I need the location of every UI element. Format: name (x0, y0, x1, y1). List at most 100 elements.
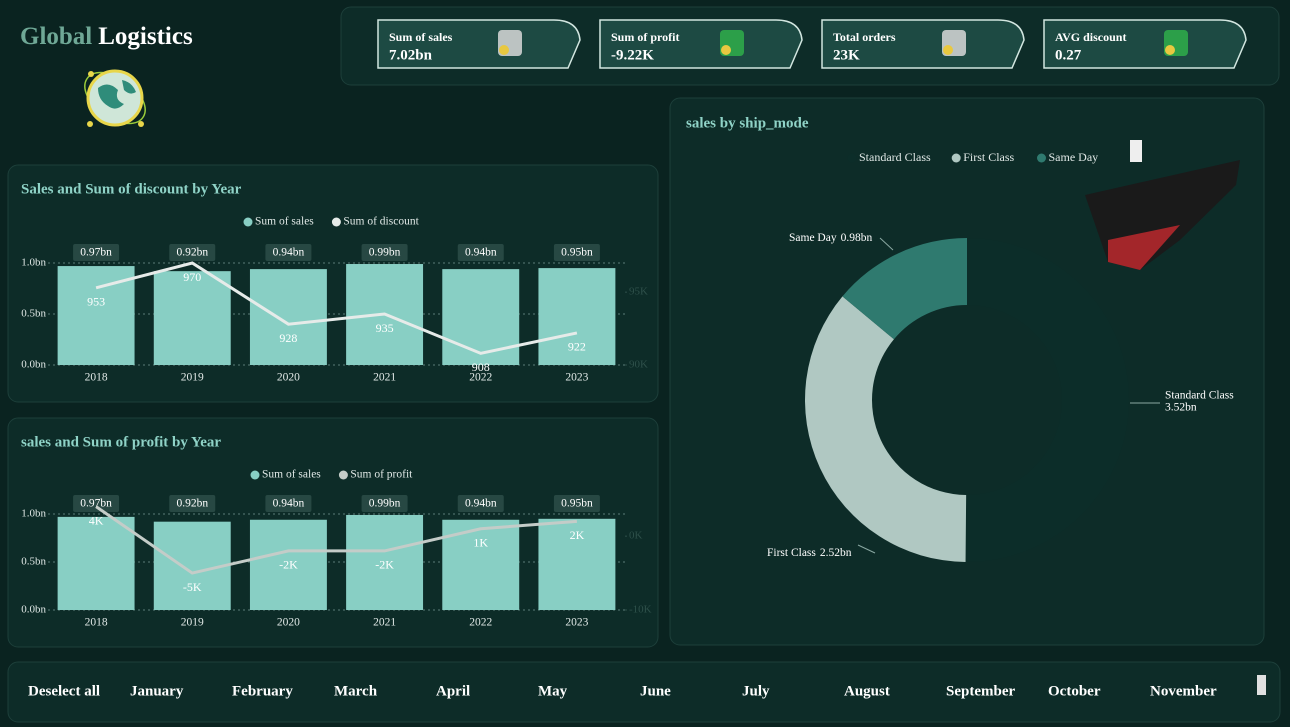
slicer-item[interactable]: Deselect all (28, 683, 100, 699)
line-data-label: 970 (183, 270, 201, 284)
line-data-label: 908 (472, 360, 490, 374)
x-tick-label: 2022 (469, 372, 492, 384)
data-label-box (361, 244, 408, 261)
slicer-item[interactable]: March (334, 683, 378, 699)
bar (538, 268, 616, 365)
slicer-item[interactable]: September (946, 683, 1015, 699)
data-label-box (553, 495, 600, 512)
legend-label: Sum of profit (350, 469, 413, 481)
legend-label: First Class (963, 150, 1014, 164)
legend-swatch (847, 153, 857, 163)
chart-title: sales and Sum of profit by Year (21, 434, 221, 450)
bar (442, 269, 520, 365)
month-slicer: Deselect all January February March April May… (28, 683, 1217, 699)
slicer-item[interactable]: May (538, 683, 568, 699)
data-label: 0.94bn (273, 247, 305, 259)
slice-category: Standard Class (1165, 390, 1234, 402)
slice-value: 0.98bn (841, 232, 873, 244)
data-label-box (553, 244, 600, 261)
slicer-item[interactable]: August (844, 683, 890, 699)
kpi-icon (721, 45, 731, 55)
data-label: 0.99bn (369, 247, 401, 259)
line-data-label: 1K (473, 536, 488, 550)
data-label: 0.97bn (80, 247, 112, 259)
chart-title: Sales and Sum of discount by Year (21, 181, 242, 197)
slice-category: First Class (767, 547, 816, 559)
line-data-label: 2K (570, 528, 585, 542)
slicer-item[interactable]: April (436, 683, 470, 699)
slicer-item[interactable]: November (1150, 683, 1217, 699)
line-data-label: 935 (376, 321, 394, 335)
slice-label: First Class 2.52bn (767, 547, 852, 559)
data-label: 0.99bn (369, 498, 401, 510)
x-tick-label: 2020 (277, 617, 300, 629)
x-tick-label: 2020 (277, 372, 300, 384)
slice-label: Same Day 0.98bn (789, 232, 872, 244)
legend-swatch (951, 153, 961, 163)
legend-swatch (250, 470, 260, 480)
donut-slice (842, 238, 967, 340)
y-tick-label: 0.0bn (21, 359, 46, 371)
leader-line (857, 544, 876, 554)
donut-slice (805, 296, 967, 562)
legend-label: Sum of sales (255, 216, 314, 228)
line-data-label: 953 (87, 295, 105, 309)
data-label-box (265, 495, 312, 512)
data-label: 0.94bn (465, 498, 497, 510)
kpi-value: -9.22K (611, 47, 654, 63)
x-tick-label: 2019 (181, 617, 204, 629)
legend-label: Sum of sales (262, 469, 321, 481)
leader-line (879, 237, 894, 251)
kpi-card (1043, 19, 1247, 69)
kpi-card (599, 19, 803, 69)
bar (442, 519, 520, 610)
line-data-label: 4K (89, 513, 104, 527)
kpi-label: Sum of profit (611, 30, 679, 44)
data-label: 0.95bn (561, 498, 593, 510)
y2-tick-label: 90K (629, 359, 648, 371)
x-tick-label: 2018 (85, 617, 108, 629)
kpi-cards: Sum of sales 7.02bn Sum of profit -9.22K Tot… (377, 19, 1247, 69)
data-label-box (169, 495, 216, 512)
globe-icon (84, 69, 146, 127)
slicer-item[interactable]: January (130, 683, 184, 699)
data-label: 0.94bn (465, 247, 497, 259)
data-label: 0.92bn (176, 498, 208, 510)
kpi-value: 7.02bn (389, 47, 433, 63)
line-data-label: 928 (279, 331, 297, 345)
legend-swatch (331, 217, 341, 227)
slicer-item[interactable]: October (1048, 683, 1101, 699)
kpi-label: Sum of sales (389, 30, 453, 44)
x-tick-label: 2021 (373, 372, 396, 384)
legend-label: Same Day (1049, 150, 1099, 164)
scrollbar (1257, 675, 1266, 695)
data-label: 0.92bn (176, 247, 208, 259)
line-data-label: -5K (183, 580, 202, 594)
bar (153, 271, 231, 365)
kpi-icon (499, 45, 509, 55)
data-label-box (73, 495, 120, 512)
legend-swatch (1037, 153, 1046, 163)
slicer-item[interactable]: June (640, 683, 671, 699)
ship-illustration (1085, 140, 1240, 270)
title-part: Logistics (98, 23, 193, 50)
line-data-label: -2K (375, 558, 394, 572)
data-label: 0.95bn (561, 247, 593, 259)
kpi-icon (943, 45, 953, 55)
bar (57, 516, 135, 610)
x-tick-label: 2018 (85, 372, 108, 384)
data-label: 0.97bn (80, 498, 112, 510)
data-label-box (457, 244, 504, 261)
y-tick-label: 1.0bn (21, 508, 46, 520)
data-label-box (73, 244, 120, 261)
line-data-label: 922 (568, 340, 586, 354)
x-tick-label: 2022 (469, 617, 492, 629)
line (95, 505, 578, 575)
legend-label: Sum of discount (343, 216, 419, 228)
data-label-box (361, 495, 408, 512)
slicer-item[interactable]: February (232, 683, 293, 699)
data-label-box (457, 495, 504, 512)
kpi-label: Total orders (833, 30, 896, 44)
slicer-item[interactable]: July (742, 683, 770, 699)
